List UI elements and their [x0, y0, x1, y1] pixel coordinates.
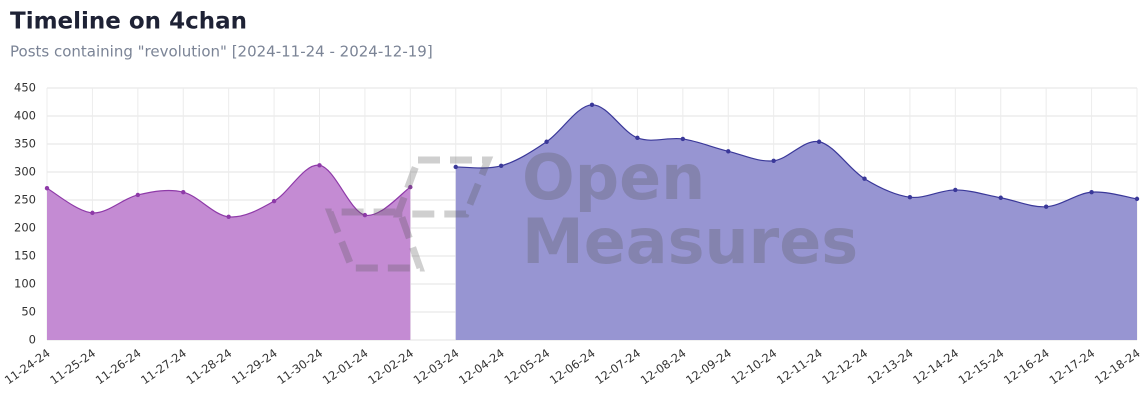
- x-tick-label: 11-29-24: [229, 346, 280, 387]
- x-tick-label: 12-03-24: [411, 346, 462, 387]
- x-tick-label: 11-30-24: [274, 346, 325, 387]
- point: [998, 195, 1003, 200]
- chart-title: Timeline on 4chan: [10, 9, 247, 35]
- x-tick-label: 11-25-24: [47, 346, 98, 387]
- point: [862, 176, 867, 181]
- point: [408, 184, 413, 190]
- point: [726, 149, 731, 154]
- point: [953, 187, 958, 193]
- point: [1134, 196, 1140, 202]
- watermark-text: Open: [522, 141, 705, 214]
- point: [816, 139, 822, 144]
- x-tick-label: 12-09-24: [683, 346, 734, 387]
- point: [907, 195, 913, 200]
- area: [455, 104, 1137, 340]
- x-tick-label: 12-12-24: [819, 346, 870, 387]
- point: [271, 198, 277, 204]
- point: [44, 186, 50, 191]
- point: [317, 163, 322, 168]
- x-tick-label: 11-28-24: [184, 346, 235, 387]
- x-tick-label: 12-15-24: [956, 346, 1007, 387]
- point: [181, 189, 186, 195]
- point: [1089, 189, 1094, 195]
- x-tick-label: 12-18-24: [1092, 346, 1143, 387]
- x-tick-label: 12-06-24: [547, 346, 598, 387]
- x-tick-label: 12-17-24: [1047, 346, 1098, 387]
- point: [498, 163, 504, 169]
- x-tick-label: 11-27-24: [138, 346, 189, 387]
- x-tick-label: 12-05-24: [502, 346, 553, 387]
- x-tick-label: 12-16-24: [1001, 346, 1052, 387]
- line: [455, 104, 1138, 208]
- area: [47, 165, 411, 340]
- x-tick-label: 12-13-24: [865, 346, 916, 387]
- y-tick-label: 450: [14, 81, 36, 95]
- point: [680, 136, 686, 142]
- y-tick-label: 250: [14, 193, 36, 207]
- x-tick-label: 12-10-24: [729, 346, 780, 387]
- x-tick-label: 11-24-24: [2, 346, 53, 387]
- point: [453, 164, 458, 170]
- y-tick-label: 150: [14, 249, 36, 263]
- point: [544, 139, 549, 144]
- watermark-logo: [324, 208, 425, 272]
- y-tick-label: 0: [29, 333, 36, 347]
- watermark-text: Measures: [522, 205, 858, 278]
- y-tick-label: 50: [21, 305, 36, 319]
- chart-subtitle: Posts containing "revolution" [2024-11-2…: [10, 43, 433, 61]
- x-tick-label: 12-02-24: [365, 346, 416, 387]
- x-tick-label: 12-11-24: [774, 346, 825, 387]
- y-tick-label: 400: [14, 109, 36, 123]
- point: [771, 158, 776, 163]
- x-tick-label: 11-26-24: [93, 346, 144, 387]
- y-tick-label: 300: [14, 165, 36, 179]
- point: [589, 102, 595, 108]
- point: [226, 214, 231, 219]
- watermark: Open Measures: [324, 141, 858, 278]
- y-tick-label: 100: [14, 277, 36, 291]
- x-tick-label: 12-08-24: [638, 346, 689, 387]
- point: [135, 192, 141, 198]
- y-tick-label: 200: [14, 221, 36, 235]
- x-tick-label: 12-07-24: [592, 346, 643, 387]
- point: [635, 135, 640, 141]
- x-tick-label: 12-14-24: [910, 346, 961, 387]
- point: [362, 212, 368, 218]
- y-tick-label: 350: [14, 137, 36, 151]
- x-tick-label: 12-04-24: [456, 346, 507, 387]
- watermark-logo: [392, 156, 494, 218]
- point: [90, 210, 95, 216]
- point: [1043, 204, 1049, 209]
- x-tick-label: 12-01-24: [320, 346, 371, 387]
